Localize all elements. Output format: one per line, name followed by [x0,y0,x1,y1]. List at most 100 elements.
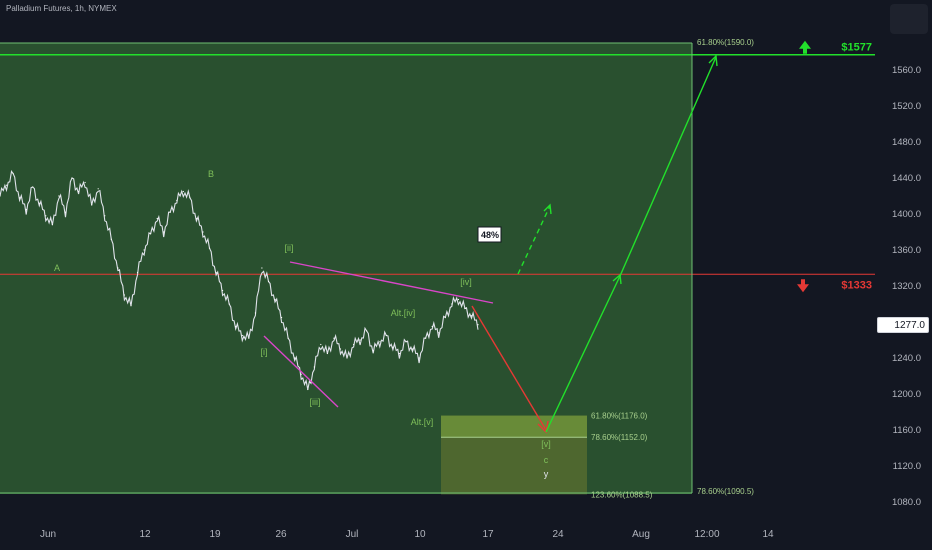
target-zone-upper [441,415,587,438]
price-series-line [0,170,479,390]
price-point [222,289,224,292]
price-point [398,352,400,355]
price-point [287,337,289,339]
price-point [182,190,184,193]
y-tick-label: 1480.0 [892,137,921,148]
x-tick-label: Aug [632,529,650,540]
y-tick-label: 1400.0 [892,209,921,220]
price-point [130,305,132,307]
price-point [150,233,152,235]
price-point [261,267,263,269]
price-point [326,352,328,355]
y-tick-label: 1520.0 [892,101,921,112]
y-tick-label: 1120.0 [893,461,921,472]
price-point [71,177,73,179]
price-point [431,325,433,328]
symbol-title: Palladium Futures, 1h, NYMEX [6,4,117,13]
price-point [353,343,355,346]
price-series-layer [0,170,479,391]
chart-menu-button[interactable] [890,4,928,34]
x-tick-label: 12 [139,529,151,540]
price-point [477,324,479,326]
y-tick-label: 1360.0 [892,245,921,256]
level-label: $1577 [841,42,872,54]
price-point [58,195,60,197]
price-point [64,211,67,213]
price-point [385,334,387,337]
price-point [457,298,459,301]
wave-label: [iii] [310,397,321,407]
price-point [163,231,165,233]
forecast-down-arrow [471,305,547,431]
x-tick-label: 17 [482,529,494,540]
price-point [104,215,106,217]
price-point [84,181,86,184]
alt-dashed-arrow [517,205,551,275]
price-point [45,215,47,217]
forecast-mid-arrowhead [612,273,622,285]
price-point [392,346,394,348]
fib-label: 61.80%(1176.0) [591,412,648,421]
price-point [156,217,158,220]
x-tick-label: 24 [552,529,564,540]
price-point [438,332,440,334]
price-point [228,303,230,305]
price-point [470,315,473,317]
price-point [51,224,54,226]
price-point [274,298,276,301]
price-point [189,197,191,199]
wave-label: [ii] [285,243,294,253]
x-tick-label: 10 [414,529,426,540]
zones-layer [0,43,692,495]
wave-label: [i] [260,347,267,357]
y-tick-label: 1160.0 [893,425,921,436]
price-point [208,247,211,249]
probability-label: 48% [481,230,499,240]
price-point [254,312,256,314]
price-point [281,316,283,319]
wave-label: y [544,469,549,479]
projection-zone-green [0,43,692,494]
price-point [32,186,34,188]
price-point [25,208,27,211]
x-tick-label: Jun [40,529,56,540]
price-point [333,337,335,339]
price-point [294,357,296,359]
fib-label: 123.60%(1088.5) [591,490,653,499]
wave-label: c [544,455,549,465]
grid-layer [0,42,875,494]
price-point [372,350,374,352]
price-point [12,172,14,175]
price-point [110,238,112,240]
triangle-lower-line [263,335,339,408]
y-tick-label: 1560.0 [892,65,921,76]
fib-label: 61.80%(1590.0) [697,38,754,47]
time-axis[interactable]: Jun 12 19 26 Jul 10 17 24 Aug 12:00 14 [40,529,774,540]
arrow-down-icon [797,279,809,293]
price-point [346,357,348,359]
price-point [195,217,197,220]
y-tick-label: 1080.0 [892,497,921,508]
level-label: $1333 [841,279,872,291]
wave-label: [v] [541,439,551,449]
price-point [359,339,361,341]
price-point [215,271,217,274]
x-tick-label: 26 [275,529,287,540]
price-point [0,195,1,197]
x-tick-label: Jul [346,529,359,540]
price-point [123,294,125,296]
fib-label: 78.60%(1090.5) [697,487,754,496]
price-point [267,280,270,283]
price-point [235,325,237,328]
price-point [19,197,21,199]
price-point [241,334,243,337]
price-point [379,341,381,343]
price-point [97,188,99,190]
price-point [169,211,171,213]
probability-box [477,226,502,243]
wave-label: Alt.[iv] [391,308,416,318]
y-tick-label: 1320.0 [892,281,921,292]
price-point [143,249,145,251]
y-tick-label: 1240.0 [892,353,921,364]
